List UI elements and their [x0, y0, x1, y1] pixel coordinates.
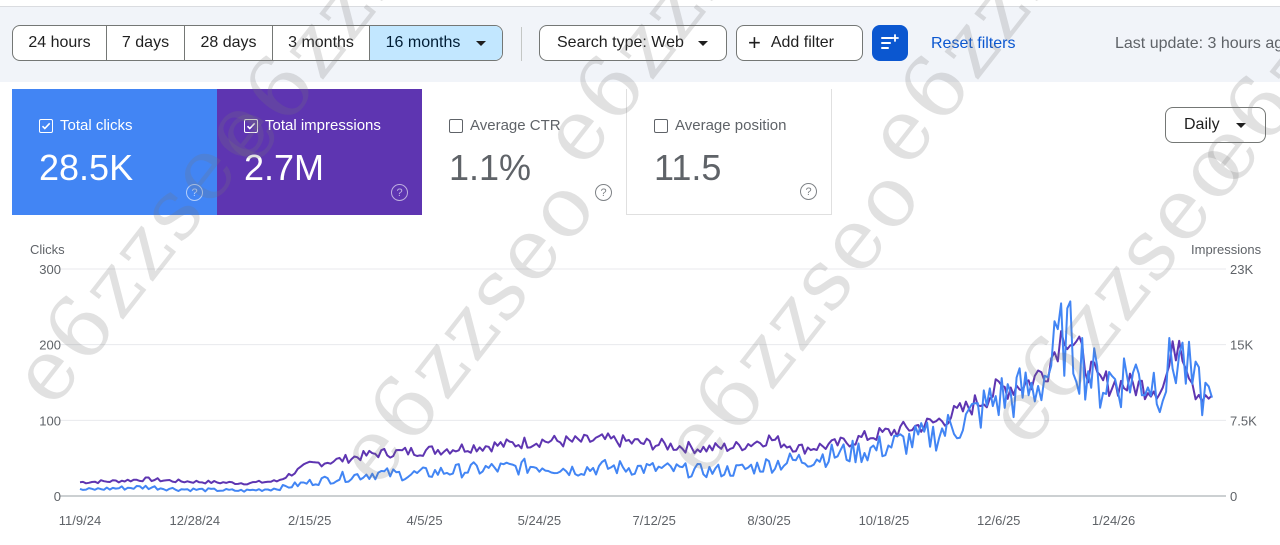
x-axis-tick-label: 10/18/25 — [859, 513, 910, 528]
filter-toolbar: 24 hours 7 days 28 days 3 months 16 mont… — [0, 7, 1280, 82]
impressions-series-line[interactable] — [79, 330, 1213, 486]
metric-label: Total clicks — [60, 117, 133, 134]
metric-value: 28.5K — [39, 147, 134, 188]
metric-label: Average CTR — [470, 117, 561, 134]
add-filter-button[interactable]: + Add filter — [736, 25, 863, 61]
x-axis-tick-label: 8/30/25 — [747, 513, 790, 528]
last-update-text: Last update: 3 hours ago — [1115, 35, 1280, 52]
metric-value: 1.1% — [449, 147, 532, 188]
left-axis-ticks: 300 200 100 0 — [39, 262, 61, 504]
metric-card-total-impressions[interactable]: Total impressions 2.7M ? — [217, 89, 422, 215]
metric-card-header: Total impressions — [244, 117, 381, 134]
x-axis-tick-label: 12/6/25 — [977, 513, 1020, 528]
metric-value: 11.5 — [654, 147, 722, 188]
checkbox-checked-icon[interactable] — [244, 118, 258, 133]
metric-card-header: Total clicks — [39, 117, 133, 134]
plus-icon: + — [748, 30, 761, 55]
right-axis-ticks: 23K 15K 7.5K 0 — [1230, 262, 1257, 504]
date-range-16-months[interactable]: 16 months — [370, 26, 502, 60]
metric-value: 2.7M — [244, 147, 325, 188]
granularity-dropdown[interactable]: Daily — [1165, 107, 1266, 143]
chevron-down-icon — [1235, 122, 1246, 128]
left-axis-tick-label: 100 — [39, 413, 61, 428]
x-axis-ticks: 11/9/24 12/28/24 2/15/25 4/5/25 5/24/25 7/12/… — [59, 513, 1135, 528]
right-axis-tick-label: 0 — [1230, 489, 1237, 504]
toolbar-divider — [521, 27, 522, 61]
x-axis-tick-label: 12/28/24 — [170, 513, 221, 528]
right-axis-tick-label: 7.5K — [1230, 413, 1257, 428]
metric-card-average-position[interactable]: Average position 11.5 ? — [627, 89, 832, 215]
metric-label: Average position — [675, 117, 787, 134]
help-icon[interactable]: ? — [595, 184, 612, 201]
top-divider — [0, 6, 1280, 7]
x-axis-tick-label: 2/15/25 — [288, 513, 331, 528]
performance-line-chart: 300 200 100 0 23K 15K 7.5K 0 11/9/24 12/28/24 2/… — [39, 262, 1257, 528]
chart-series — [79, 300, 1213, 493]
x-axis-tick-label: 7/12/25 — [633, 513, 676, 528]
checkbox-unchecked-icon[interactable] — [449, 118, 463, 133]
right-axis-tick-label: 23K — [1230, 262, 1253, 277]
help-icon[interactable]: ? — [186, 184, 203, 201]
x-axis-tick-label: 4/5/25 — [406, 513, 442, 528]
date-range-7-days[interactable]: 7 days — [107, 26, 185, 60]
left-axis-tick-label: 300 — [39, 262, 61, 277]
reset-filters-link[interactable]: Reset filters — [931, 35, 1016, 52]
chevron-down-icon — [697, 40, 708, 46]
search-type-label: Search type: Web — [557, 34, 684, 51]
clicks-series-line[interactable] — [79, 300, 1213, 493]
add-filter-label: Add filter — [770, 34, 834, 51]
checkbox-checked-icon[interactable] — [39, 118, 53, 133]
metric-card-header: Average position — [654, 117, 786, 134]
chevron-down-icon — [476, 40, 487, 46]
right-axis-title: Impressions — [1191, 242, 1262, 257]
x-axis-tick-label: 5/24/25 — [518, 513, 561, 528]
metric-card-header: Average CTR — [449, 117, 561, 134]
left-axis-tick-label: 200 — [39, 338, 61, 353]
search-type-dropdown[interactable]: Search type: Web — [539, 25, 727, 61]
filter-list-icon — [881, 34, 899, 49]
filter-settings-button[interactable] — [872, 25, 908, 61]
date-range-3-months[interactable]: 3 months — [273, 26, 370, 60]
date-range-16-months-label: 16 months — [385, 34, 461, 51]
metric-card-average-ctr[interactable]: Average CTR 1.1% ? — [422, 89, 627, 215]
help-icon[interactable]: ? — [800, 183, 817, 200]
x-axis-tick-label: 1/24/26 — [1092, 513, 1135, 528]
checkbox-unchecked-icon[interactable] — [654, 118, 668, 133]
chart-gridlines — [60, 268, 1226, 497]
left-axis-tick-label: 0 — [54, 489, 61, 504]
x-axis-tick-label: 11/9/24 — [59, 513, 101, 528]
left-axis-title: Clicks — [30, 242, 65, 257]
metric-card-total-clicks[interactable]: Total clicks 28.5K ? — [12, 89, 217, 215]
date-range-24-hours[interactable]: 24 hours — [13, 26, 107, 60]
help-icon[interactable]: ? — [391, 184, 408, 201]
date-range-selector: 24 hours 7 days 28 days 3 months 16 mont… — [12, 25, 503, 61]
granularity-label: Daily — [1184, 116, 1220, 133]
date-range-28-days[interactable]: 28 days — [185, 26, 273, 60]
right-axis-tick-label: 15K — [1230, 338, 1253, 353]
metric-label: Total impressions — [265, 117, 381, 134]
